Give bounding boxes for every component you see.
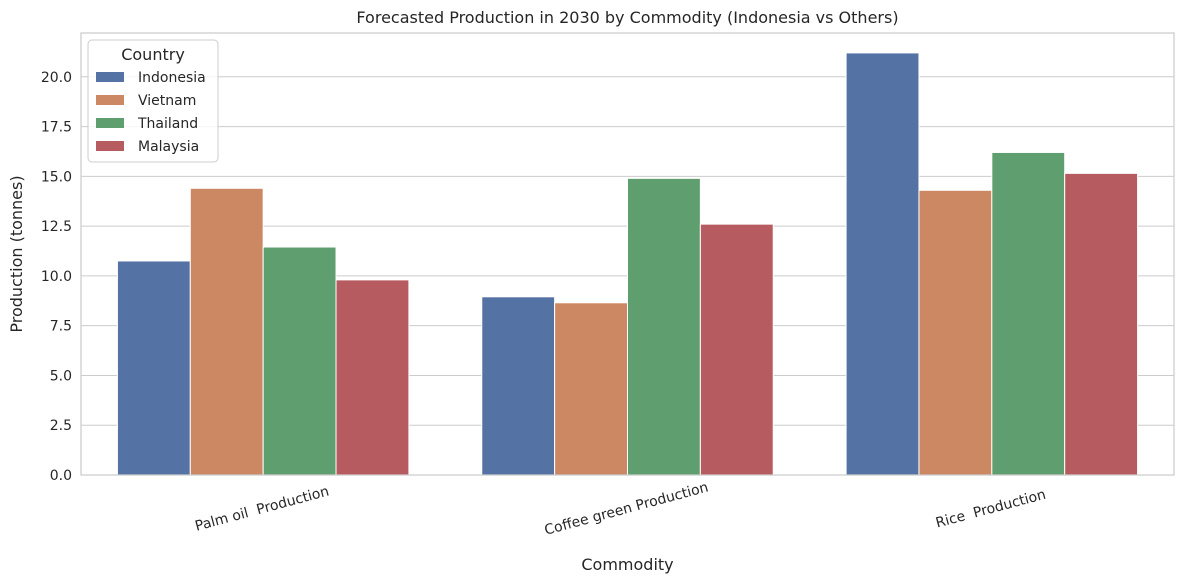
bar-malaysia-0 [335,279,410,476]
x-tick-label: Coffee green Production [543,480,710,539]
y-tick-label: 12.5 [41,219,72,235]
x-tick-label: Rice Production [934,487,1048,532]
y-tick-label: 10.0 [41,269,72,285]
legend-swatch-malaysia [96,141,124,151]
bar-vietnam-1 [554,302,629,476]
y-tick-label: 15.0 [41,169,72,185]
y-tick-label: 7.5 [50,319,72,335]
legend-label-indonesia: Indonesia [138,70,206,86]
y-axis-title: Production (tonnes) [7,175,26,332]
legend-items: Indonesia Vietnam Thailand Malaysia [96,70,206,155]
bar-thailand-0 [262,246,337,476]
bar-malaysia-1 [699,223,774,476]
bar-indonesia-1 [481,296,556,476]
legend-swatch-vietnam [96,95,124,105]
legend-label-thailand: Thailand [137,116,198,132]
legend: Country Indonesia Vietnam Thailand Malaysia [87,39,219,163]
bar-indonesia-0 [116,260,191,476]
legend-swatch-indonesia [96,72,124,82]
plot-frame [80,32,1175,476]
bars [116,52,1139,476]
bar-thailand-1 [627,177,701,476]
legend-box [87,39,219,163]
y-tick-label: 0.0 [50,468,72,484]
bar-vietnam-0 [189,187,264,476]
legend-title: Country [121,45,185,64]
bar-thailand-2 [991,151,1066,476]
y-tick-label: 17.5 [41,120,72,136]
bar-vietnam-2 [918,189,993,476]
y-tick-label: 2.5 [50,418,72,434]
y-tick-label: 20.0 [41,70,72,86]
bar-indonesia-2 [845,52,920,476]
legend-label-vietnam: Vietnam [138,93,196,109]
bar-malaysia-2 [1064,172,1139,476]
x-axis-title: Commodity [581,555,673,574]
y-tick-label: 5.0 [50,368,72,384]
x-tick-labels: Palm oil Production Coffee green Producti… [193,480,1047,539]
y-tick-labels: 0.0 2.5 5.0 7.5 10.0 12.5 15.0 17.5 20.0 [41,70,72,484]
x-tick-label: Palm oil Production [193,484,331,535]
chart-title: Forecasted Production in 2030 by Commodi… [356,8,898,27]
legend-swatch-thailand [96,118,124,128]
legend-label-malaysia: Malaysia [138,139,199,155]
